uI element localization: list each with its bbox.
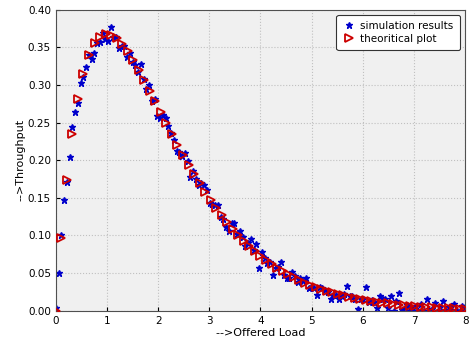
theoritical plot bbox=[103, 32, 109, 36]
simulation results bbox=[270, 273, 276, 277]
simulation results bbox=[338, 294, 344, 298]
theoritical plot bbox=[379, 300, 385, 305]
theoritical plot bbox=[385, 301, 391, 305]
theoritical plot bbox=[53, 309, 59, 313]
simulation results bbox=[391, 309, 397, 313]
theoritical plot bbox=[396, 303, 401, 307]
theoritical plot bbox=[462, 307, 468, 311]
Line: theoritical plot: theoritical plot bbox=[52, 30, 469, 315]
theoritical plot bbox=[424, 305, 429, 309]
X-axis label: -->Offered Load: -->Offered Load bbox=[216, 329, 305, 338]
Legend: simulation results, theoritical plot: simulation results, theoritical plot bbox=[337, 15, 460, 51]
theoritical plot bbox=[86, 53, 92, 58]
simulation results bbox=[396, 291, 402, 295]
simulation results bbox=[462, 305, 468, 309]
simulation results bbox=[286, 276, 292, 280]
simulation results bbox=[108, 25, 114, 29]
simulation results bbox=[191, 169, 196, 173]
theoritical plot bbox=[368, 299, 374, 303]
simulation results bbox=[218, 214, 223, 219]
Line: simulation results: simulation results bbox=[52, 23, 469, 314]
Y-axis label: -->Throughput: -->Throughput bbox=[15, 119, 25, 201]
simulation results bbox=[53, 306, 59, 310]
